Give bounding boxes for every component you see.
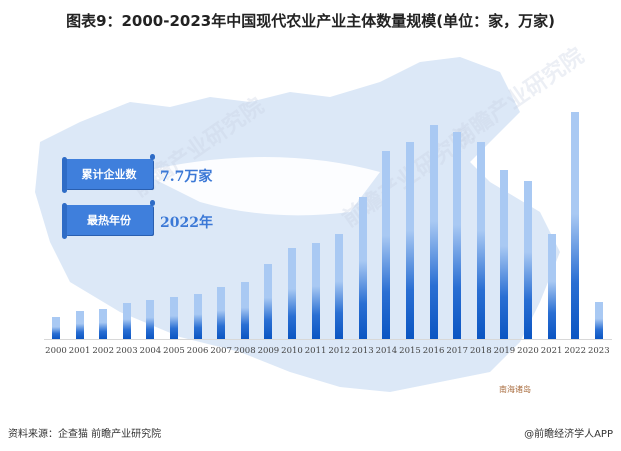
x-tick: 2018: [469, 346, 492, 356]
x-tick: 2000: [45, 346, 67, 356]
x-tick: 2013: [351, 346, 374, 356]
x-axis-line: [44, 339, 612, 340]
map-inset-label: 南海诸岛: [499, 385, 531, 394]
x-tick: 2010: [281, 346, 303, 356]
x-tick: 2015: [399, 346, 421, 356]
bar: [52, 316, 60, 339]
x-tick: 2001: [68, 346, 91, 356]
x-tick: 2011: [304, 346, 327, 356]
bar: [170, 296, 178, 339]
x-tick: 2005: [163, 346, 185, 356]
bar: [193, 294, 202, 339]
bar: [264, 264, 273, 339]
bar: [453, 131, 462, 339]
x-tick: 2008: [233, 346, 256, 356]
x-tick: 2007: [210, 346, 232, 356]
bar: [429, 125, 438, 339]
credit-note: @前瞻经济学人APP: [524, 429, 613, 440]
bar: [288, 247, 296, 339]
x-tick: 2019: [493, 346, 516, 356]
bar: [358, 196, 367, 339]
bar: [500, 170, 509, 339]
x-tick: 2014: [375, 346, 398, 356]
bar: [122, 302, 131, 339]
bar: [335, 234, 344, 339]
bar: [547, 234, 556, 339]
x-tick: 2004: [139, 346, 162, 356]
x-tick: 2021: [540, 346, 563, 356]
x-tick: 2020: [517, 346, 539, 356]
bar: [99, 309, 108, 339]
ribbon-label: 最热年份: [62, 200, 155, 239]
x-tick: 2017: [446, 346, 468, 356]
china-map-background: [35, 57, 560, 392]
bar: [217, 286, 226, 339]
bar: [524, 181, 532, 339]
plot-area: [44, 89, 612, 339]
x-tick: 2012: [328, 346, 350, 356]
bar: [75, 310, 84, 339]
stat-value: 7.7万家: [160, 169, 213, 185]
bar: [594, 301, 603, 339]
x-tick: 2002: [92, 346, 114, 356]
x-tick: 2022: [564, 346, 586, 356]
bar: [476, 141, 485, 339]
bar: [382, 151, 391, 339]
bar: [240, 281, 249, 339]
bar: [406, 141, 414, 339]
stat-value: 2022年: [160, 215, 213, 231]
x-tick: 2009: [257, 346, 280, 356]
x-tick: 2003: [115, 346, 138, 356]
bar: [311, 242, 320, 339]
bar: [571, 112, 580, 339]
bar: [146, 300, 155, 339]
chart-title: 图表9：2000-2023年中国现代农业产业主体数量规模(单位：家，万家): [66, 12, 555, 30]
x-tick: 2016: [422, 346, 445, 356]
x-tick: 2006: [186, 346, 209, 356]
ribbon-label: 累计企业数: [62, 154, 155, 193]
x-tick: 2023: [587, 346, 610, 356]
source-note: 资料来源：企查猫 前瞻产业研究院: [8, 429, 162, 440]
